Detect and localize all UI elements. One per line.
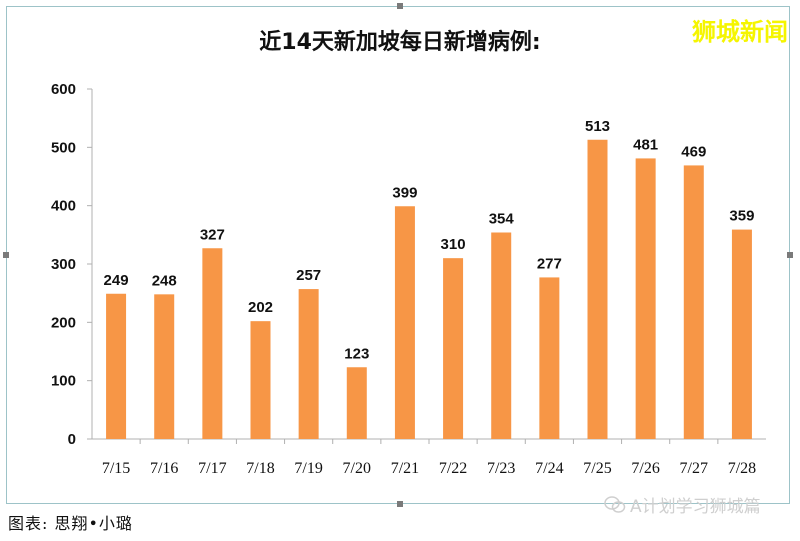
x-tick-label: 7/27 [680,460,708,477]
x-tick-label: 7/21 [391,460,419,477]
resize-handle-right[interactable] [787,252,793,258]
x-tick-label: 7/22 [439,460,467,477]
bar [106,293,127,439]
data-label: 248 [152,272,177,289]
brand-logo-text: 狮城新闻 [692,18,788,46]
bar [250,321,271,439]
x-tick-label: 7/16 [150,460,178,477]
data-label: 354 [489,211,515,228]
data-label: 202 [248,299,273,316]
data-label: 123 [344,345,369,362]
y-tick-label: 600 [51,81,76,98]
chart-credit: 图表: 思翔•小璐 [8,514,133,533]
x-tick-label: 7/18 [246,460,274,477]
x-tick-label: 7/24 [535,460,563,477]
y-tick-label: 500 [51,139,76,156]
bar [443,258,464,439]
resize-handle-left[interactable] [3,252,9,258]
data-label: 481 [633,136,658,153]
wechat-watermark: A计划学习狮城篇 [604,492,761,517]
x-tick-label: 7/19 [294,460,322,477]
bar [394,206,415,439]
data-label: 257 [296,267,321,284]
data-label: 327 [200,226,225,243]
x-axis-ticks: 7/15 7/16 7/17 7/18 7/19 7/20 7/21 7/22 7/23 7/24… [102,439,756,477]
bar [587,139,608,439]
resize-handle-bottom[interactable] [397,501,403,507]
bar [635,158,656,439]
data-label: 249 [104,272,129,289]
bar [683,165,704,439]
bar [298,289,319,439]
bars [106,139,752,439]
x-tick-label: 7/23 [487,460,515,477]
y-axis-ticks: 0 100 200 300 400 500 600 [51,81,92,448]
data-label: 513 [585,118,610,135]
data-labels: 249 248 327 202 257 123 399 310 354 277 513 481 469 3… [104,118,755,363]
bar [491,232,512,439]
bar [154,294,175,439]
x-tick-label: 7/28 [728,460,756,477]
wechat-icon [604,495,626,513]
data-label: 310 [441,236,466,253]
bar [346,367,367,439]
y-tick-label: 100 [51,373,76,390]
bar [202,248,223,439]
y-tick-label: 300 [51,256,76,273]
chart-title: 近14天新加坡每日新增病例: [259,30,541,55]
x-tick-label: 7/20 [343,460,371,477]
bar [539,277,560,439]
data-label: 359 [729,208,754,225]
x-tick-label: 7/25 [583,460,611,477]
x-tick-label: 7/17 [198,460,226,477]
data-label: 469 [681,143,706,160]
y-tick-label: 200 [51,314,76,331]
data-label: 277 [537,255,562,272]
y-tick-label: 400 [51,198,76,215]
bar [731,229,752,439]
y-tick-label: 0 [68,431,76,448]
watermark-text: A计划学习狮城篇 [630,497,761,517]
x-tick-label: 7/15 [102,460,130,477]
chart-axes [91,89,766,440]
x-tick-label: 7/26 [631,460,659,477]
resize-handle-top[interactable] [397,3,403,9]
data-label: 399 [392,184,417,201]
